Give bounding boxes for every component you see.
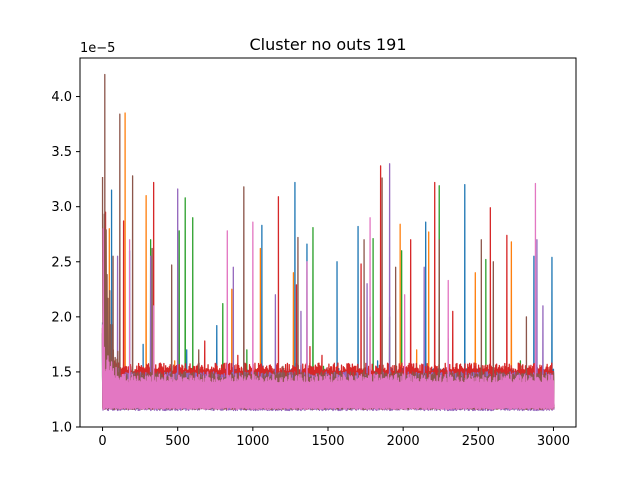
x-tick-label: 2000 — [387, 434, 420, 449]
x-tick-label: 3000 — [537, 434, 570, 449]
y-tick-label: 1.5 — [51, 365, 72, 380]
y-tick-label: 2.0 — [51, 310, 72, 325]
y-tick-label: 3.5 — [51, 145, 72, 160]
series-line-7 — [101, 182, 555, 411]
y-axis: 1.0 1.5 2.0 2.5 3.0 3.5 4.0 — [51, 90, 80, 436]
x-axis: 0 500 1000 1500 2000 2500 3000 — [98, 427, 570, 449]
y-tick-label: 2.5 — [51, 255, 72, 270]
x-tick-label: 1500 — [311, 434, 344, 449]
series-layer — [101, 73, 555, 412]
y-tick-label: 4.0 — [51, 90, 72, 105]
y-tick-label: 1.0 — [51, 421, 72, 436]
y-offset-text: 1e−5 — [80, 41, 115, 56]
y-tick-label: 3.0 — [51, 200, 72, 215]
x-tick-label: 500 — [165, 434, 190, 449]
x-tick-label: 1000 — [236, 434, 269, 449]
x-tick-label: 0 — [98, 434, 106, 449]
chart-title: Cluster no outs 191 — [249, 35, 406, 54]
x-tick-label: 2500 — [462, 434, 495, 449]
